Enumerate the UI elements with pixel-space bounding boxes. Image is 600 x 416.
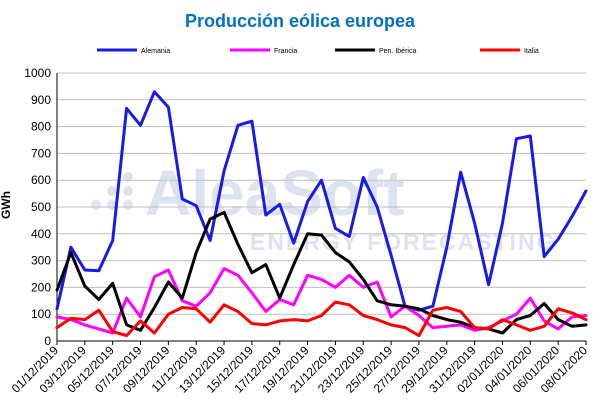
y-tick-label: 1000: [24, 66, 51, 80]
y-axis-label: GWh: [0, 191, 13, 219]
legend-label-pen-ib-rica: Pen. Ibérica: [379, 48, 416, 55]
watermark-brand: AleaSoft: [145, 157, 405, 229]
y-axis-ticks: 0 100 200 300 400 500 600 700 800 900 1000: [24, 66, 51, 348]
chart-title: Producción eólica europea: [185, 11, 416, 31]
series-lines: [55, 90, 588, 338]
watermark-dots-icon: [91, 172, 133, 210]
y-tick-label: 400: [31, 227, 51, 241]
y-tick-label: 500: [31, 200, 51, 214]
y-tick-label: 100: [31, 307, 51, 321]
x-axis-ticks: 01/12/201903/12/201905/12/201907/12/2019…: [9, 341, 590, 396]
y-tick-label: 700: [31, 146, 51, 160]
y-tick-label: 0: [44, 334, 51, 348]
series-line-alemania: [55, 90, 588, 312]
legend: Alemania Francia Pen. Ibérica Italia: [97, 48, 539, 55]
y-tick-label: 300: [31, 254, 51, 268]
y-tick-label: 900: [31, 93, 51, 107]
legend-label-italia: Italia: [524, 48, 539, 55]
y-tick-label: 600: [31, 173, 51, 187]
legend-label-alemania: Alemania: [141, 48, 170, 55]
axes: [56, 73, 586, 342]
legend-label-francia: Francia: [274, 48, 297, 55]
series-line-pen-ib-rica: [55, 210, 588, 335]
y-tick-label: 800: [31, 120, 51, 134]
y-tick-label: 200: [31, 280, 51, 294]
series-line-italia: [55, 300, 588, 338]
